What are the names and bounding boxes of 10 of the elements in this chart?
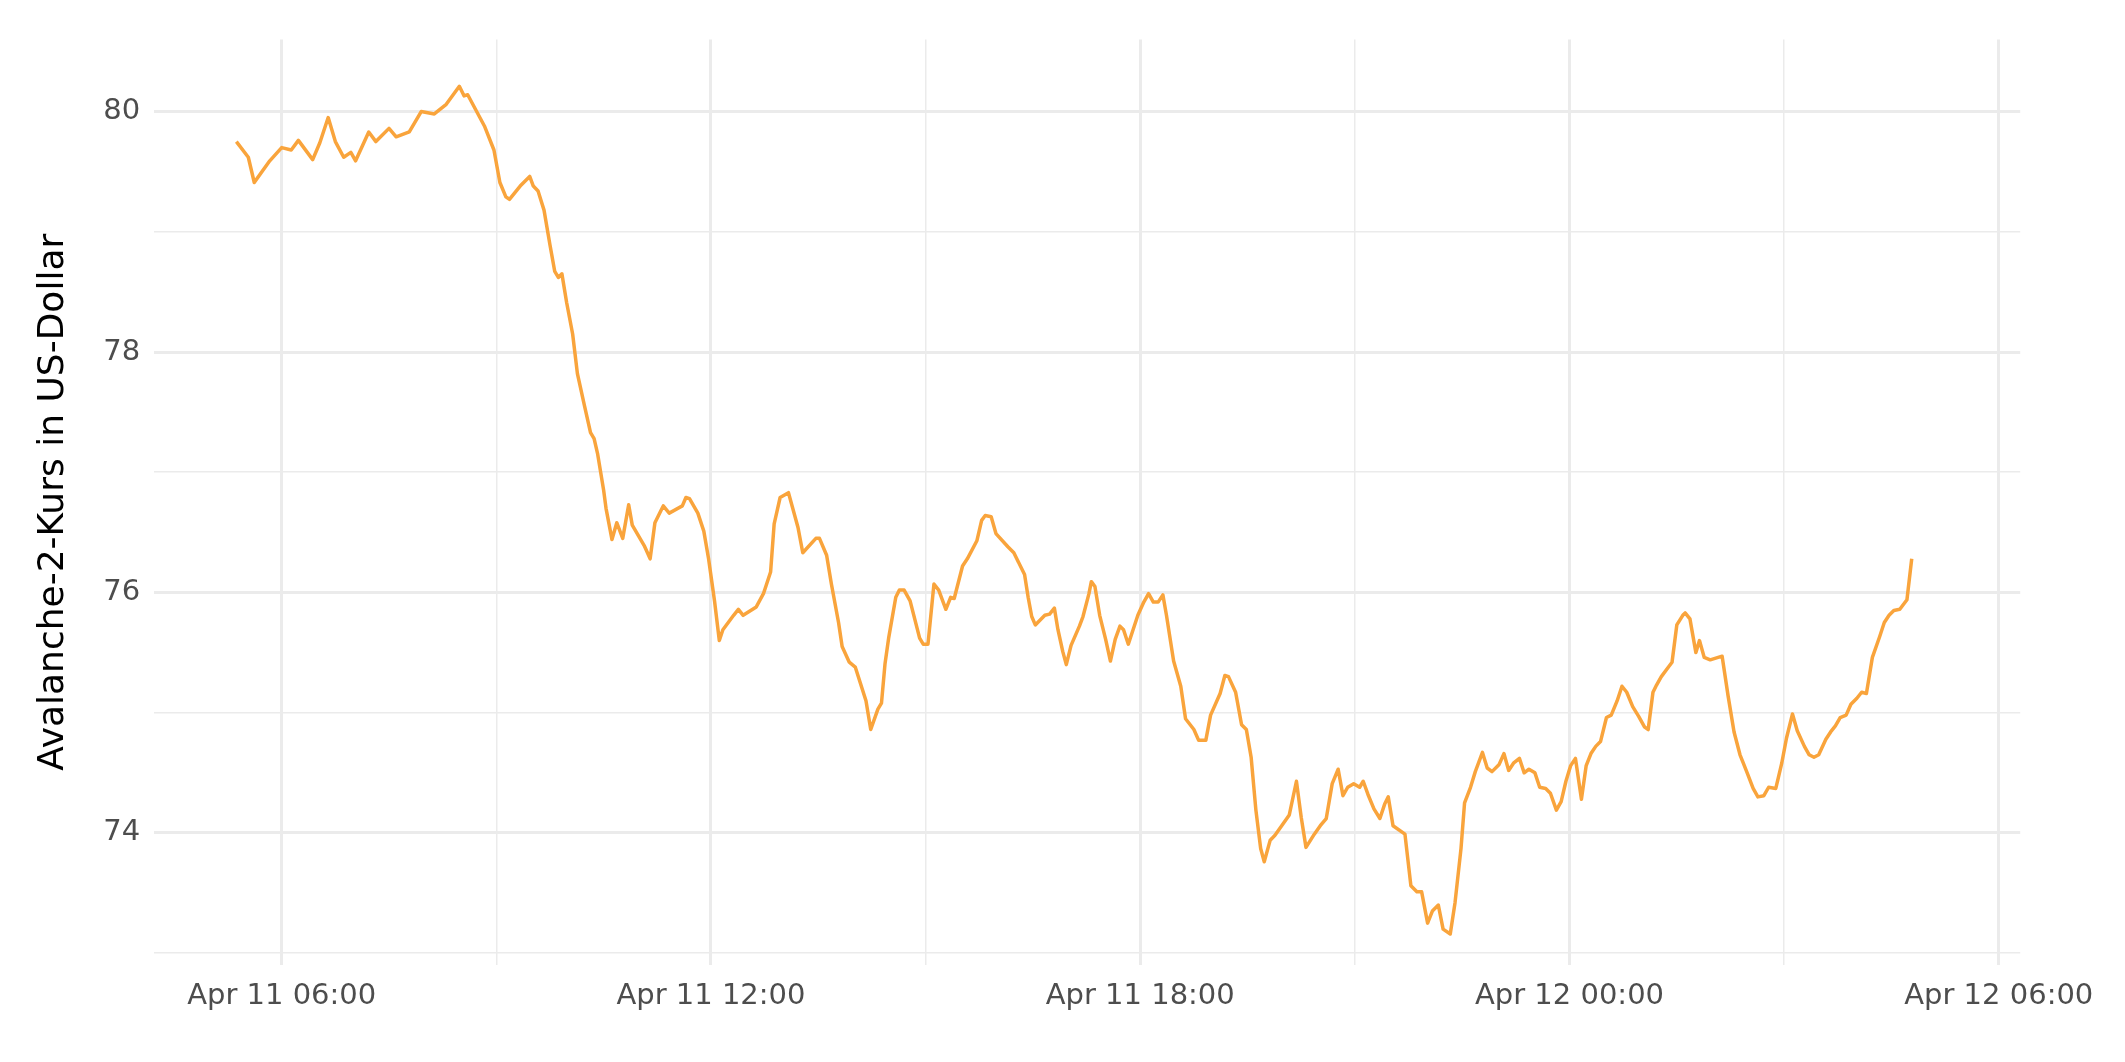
y-tick-label: 80 <box>103 92 141 127</box>
x-tick-label: Apr 12 06:00 <box>1904 977 2094 1012</box>
y-axis-title: Avalanche-2-Kurs in US-Dollar <box>29 233 71 771</box>
y-tick-label: 76 <box>103 573 141 608</box>
x-tick-label: Apr 11 18:00 <box>1045 977 1235 1012</box>
x-tick-label: Apr 12 00:00 <box>1474 977 1665 1012</box>
y-tick-label: 74 <box>103 813 141 848</box>
x-tick-label: Apr 11 12:00 <box>616 977 806 1012</box>
x-tick-label: Apr 11 06:00 <box>187 977 377 1012</box>
y-tick-label: 78 <box>103 332 141 367</box>
